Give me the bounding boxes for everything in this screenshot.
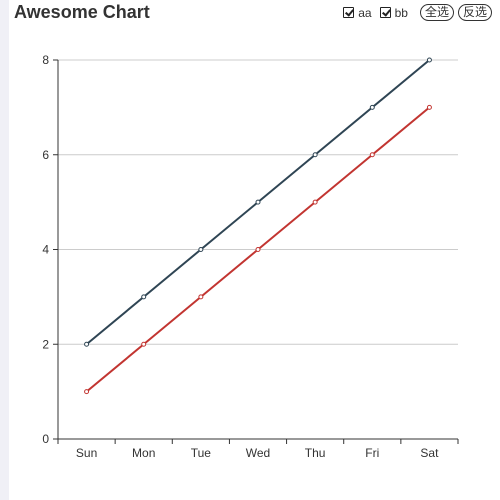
legend-label-bb: bb xyxy=(394,5,408,20)
legend-item-aa[interactable]: aa xyxy=(343,5,372,20)
series-aa-point-sun xyxy=(84,341,90,347)
legend-checkbox-bb[interactable] xyxy=(379,7,391,18)
chart-legend: aa bb 全选 反选 xyxy=(343,4,492,21)
invert-selection-button[interactable]: 反选 xyxy=(457,4,492,21)
series-aa-point-tue xyxy=(198,247,204,252)
series-aa-point-wed xyxy=(255,199,261,205)
x-tick-label-thu: Thu xyxy=(305,446,326,460)
series-lines xyxy=(84,57,432,395)
legend-item-bb[interactable]: bb xyxy=(379,5,408,20)
chart-title: Awesome Chart xyxy=(14,2,150,22)
x-tick-label-wed: Wed xyxy=(246,446,270,460)
series-bb-point-thu xyxy=(312,199,318,205)
x-tick-label-sat: Sat xyxy=(420,446,439,460)
axes: 0 2 4 6 8 Sun Mon Tue Wed Thu Fri Sat xyxy=(42,53,459,460)
series-aa-point-thu xyxy=(312,152,318,158)
x-tick-label-mon: Mon xyxy=(132,446,155,460)
y-tick-label-2: 2 xyxy=(42,337,49,351)
series-bb-point-mon xyxy=(141,341,147,347)
series-aa-point-mon xyxy=(141,294,147,300)
select-all-button[interactable]: 全选 xyxy=(419,4,454,21)
x-tick-label-tue: Tue xyxy=(191,446,212,460)
series-bb-point-fri xyxy=(369,152,375,158)
y-tick-label-8: 8 xyxy=(42,53,49,67)
x-tick-label-sun: Sun xyxy=(76,446,97,460)
series-bb-point-tue xyxy=(198,294,204,300)
y-tick-label-6: 6 xyxy=(42,148,49,162)
y-tick-label-0: 0 xyxy=(42,432,49,446)
legend-label-aa: aa xyxy=(358,5,372,20)
page-left-strip xyxy=(0,0,9,500)
series-bb-point-wed xyxy=(255,247,261,252)
series-aa-point-sat xyxy=(426,57,432,63)
y-tick-label-4: 4 xyxy=(42,243,49,257)
series-bb-point-sun xyxy=(84,389,90,395)
series-aa-point-fri xyxy=(369,104,375,110)
legend-checkbox-aa[interactable] xyxy=(343,7,355,18)
series-bb-point-sat xyxy=(426,104,432,110)
x-tick-label-fri: Fri xyxy=(365,446,379,460)
